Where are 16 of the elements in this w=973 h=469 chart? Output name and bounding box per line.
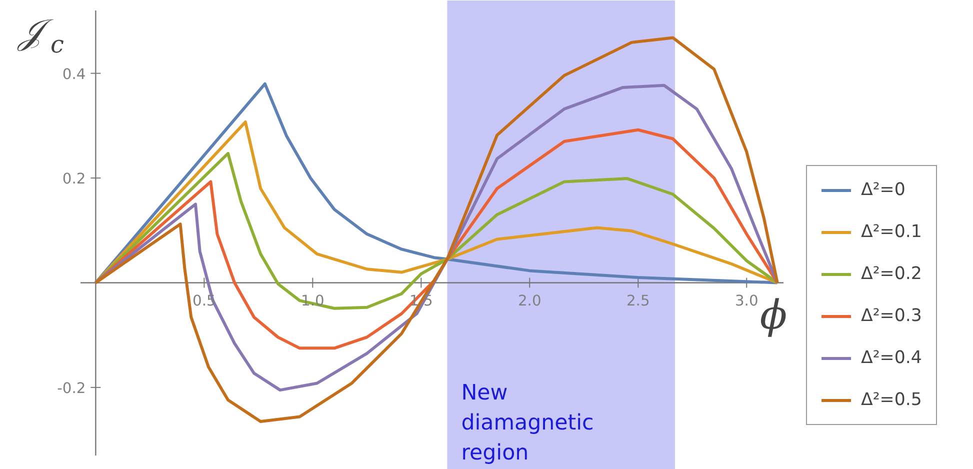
x-tick-label: 2.5 bbox=[626, 292, 650, 310]
line-series bbox=[94, 82, 779, 284]
legend-label: Δ²=0.4 bbox=[861, 348, 922, 368]
y-tick-label: 0.4 bbox=[62, 66, 86, 83]
y-tick-label: -0.2 bbox=[57, 380, 86, 397]
x-tick-label: 2.0 bbox=[518, 292, 542, 310]
legend-label: Δ²=0.2 bbox=[861, 264, 922, 284]
y-axis-title: 𝒥c bbox=[16, 12, 64, 58]
y-tick-label: 0.2 bbox=[62, 170, 86, 188]
x-tick-label: 3.0 bbox=[734, 292, 758, 310]
legend-label: Δ²=0.3 bbox=[861, 306, 922, 326]
legend-label: Δ²=0.1 bbox=[861, 222, 922, 242]
legend-label: Δ²=0.5 bbox=[861, 390, 922, 410]
x-axis-title: ϕ bbox=[760, 292, 788, 339]
band-label: New diamagnetic region bbox=[461, 380, 594, 466]
legend-label: Δ²=0 bbox=[861, 180, 906, 200]
